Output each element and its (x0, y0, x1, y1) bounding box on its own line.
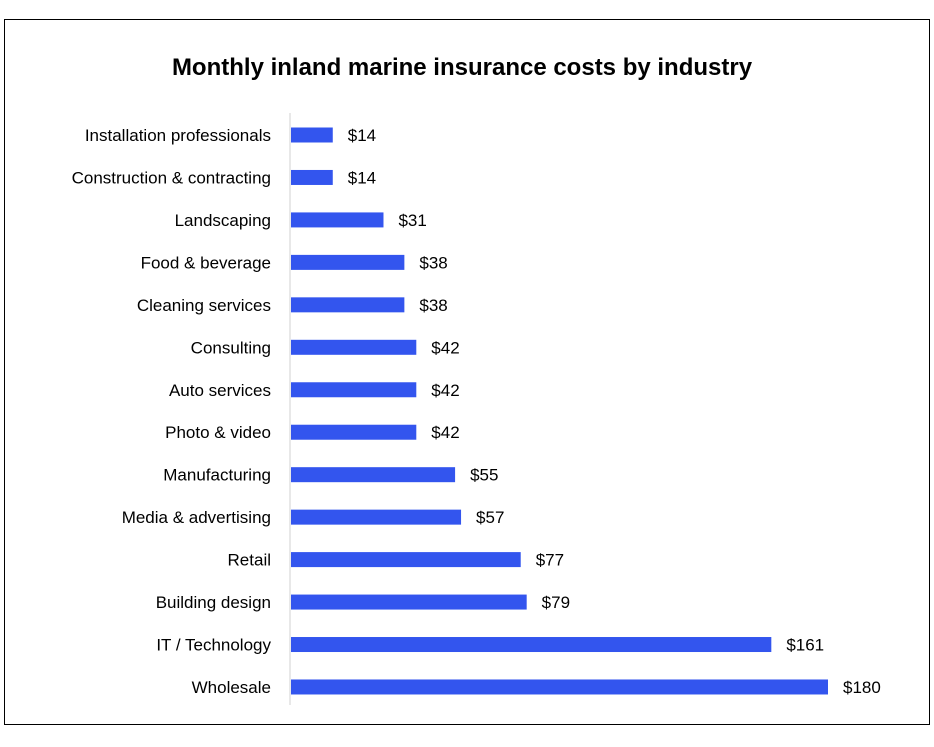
bar (291, 594, 527, 610)
category-label: Consulting (191, 338, 271, 357)
data-label: $180 (843, 678, 881, 697)
category-label: Building design (156, 593, 271, 612)
bar (291, 467, 456, 483)
data-label: $77 (536, 551, 564, 570)
category-label: Retail (228, 551, 271, 570)
bar (291, 297, 405, 313)
category-label: Installation professionals (85, 126, 271, 145)
bar (291, 509, 462, 525)
chart-title: Monthly inland marine insurance costs by… (172, 54, 753, 81)
data-label: $38 (419, 296, 447, 315)
data-label: $42 (431, 381, 459, 400)
bar (291, 169, 333, 185)
category-label: Auto services (169, 381, 271, 400)
bar (291, 424, 417, 440)
category-label: Manufacturing (163, 466, 271, 485)
data-label: $14 (348, 168, 376, 187)
bar (291, 679, 828, 695)
data-label: $42 (431, 338, 459, 357)
category-label: Landscaping (175, 211, 271, 230)
category-label: Food & beverage (141, 253, 271, 272)
bar (291, 212, 384, 228)
data-label: $161 (786, 636, 824, 655)
data-label: $79 (542, 593, 570, 612)
bar (291, 552, 521, 568)
category-label: Photo & video (165, 423, 271, 442)
bar (291, 382, 417, 398)
bar (291, 127, 333, 143)
data-label: $14 (348, 126, 376, 145)
data-label: $38 (419, 253, 447, 272)
bar (291, 339, 417, 355)
bar (291, 637, 772, 653)
category-label: Cleaning services (137, 296, 271, 315)
category-label: Construction & contracting (72, 168, 271, 187)
category-label: IT / Technology (156, 636, 271, 655)
bars-group: Installation professionals $14 Constructio… (72, 126, 881, 697)
category-label: Wholesale (192, 678, 271, 697)
data-label: $55 (470, 466, 498, 485)
data-label: $31 (398, 211, 426, 230)
bar (291, 254, 405, 270)
data-label: $42 (431, 423, 459, 442)
category-label: Media & advertising (122, 508, 271, 527)
data-label: $57 (476, 508, 504, 527)
